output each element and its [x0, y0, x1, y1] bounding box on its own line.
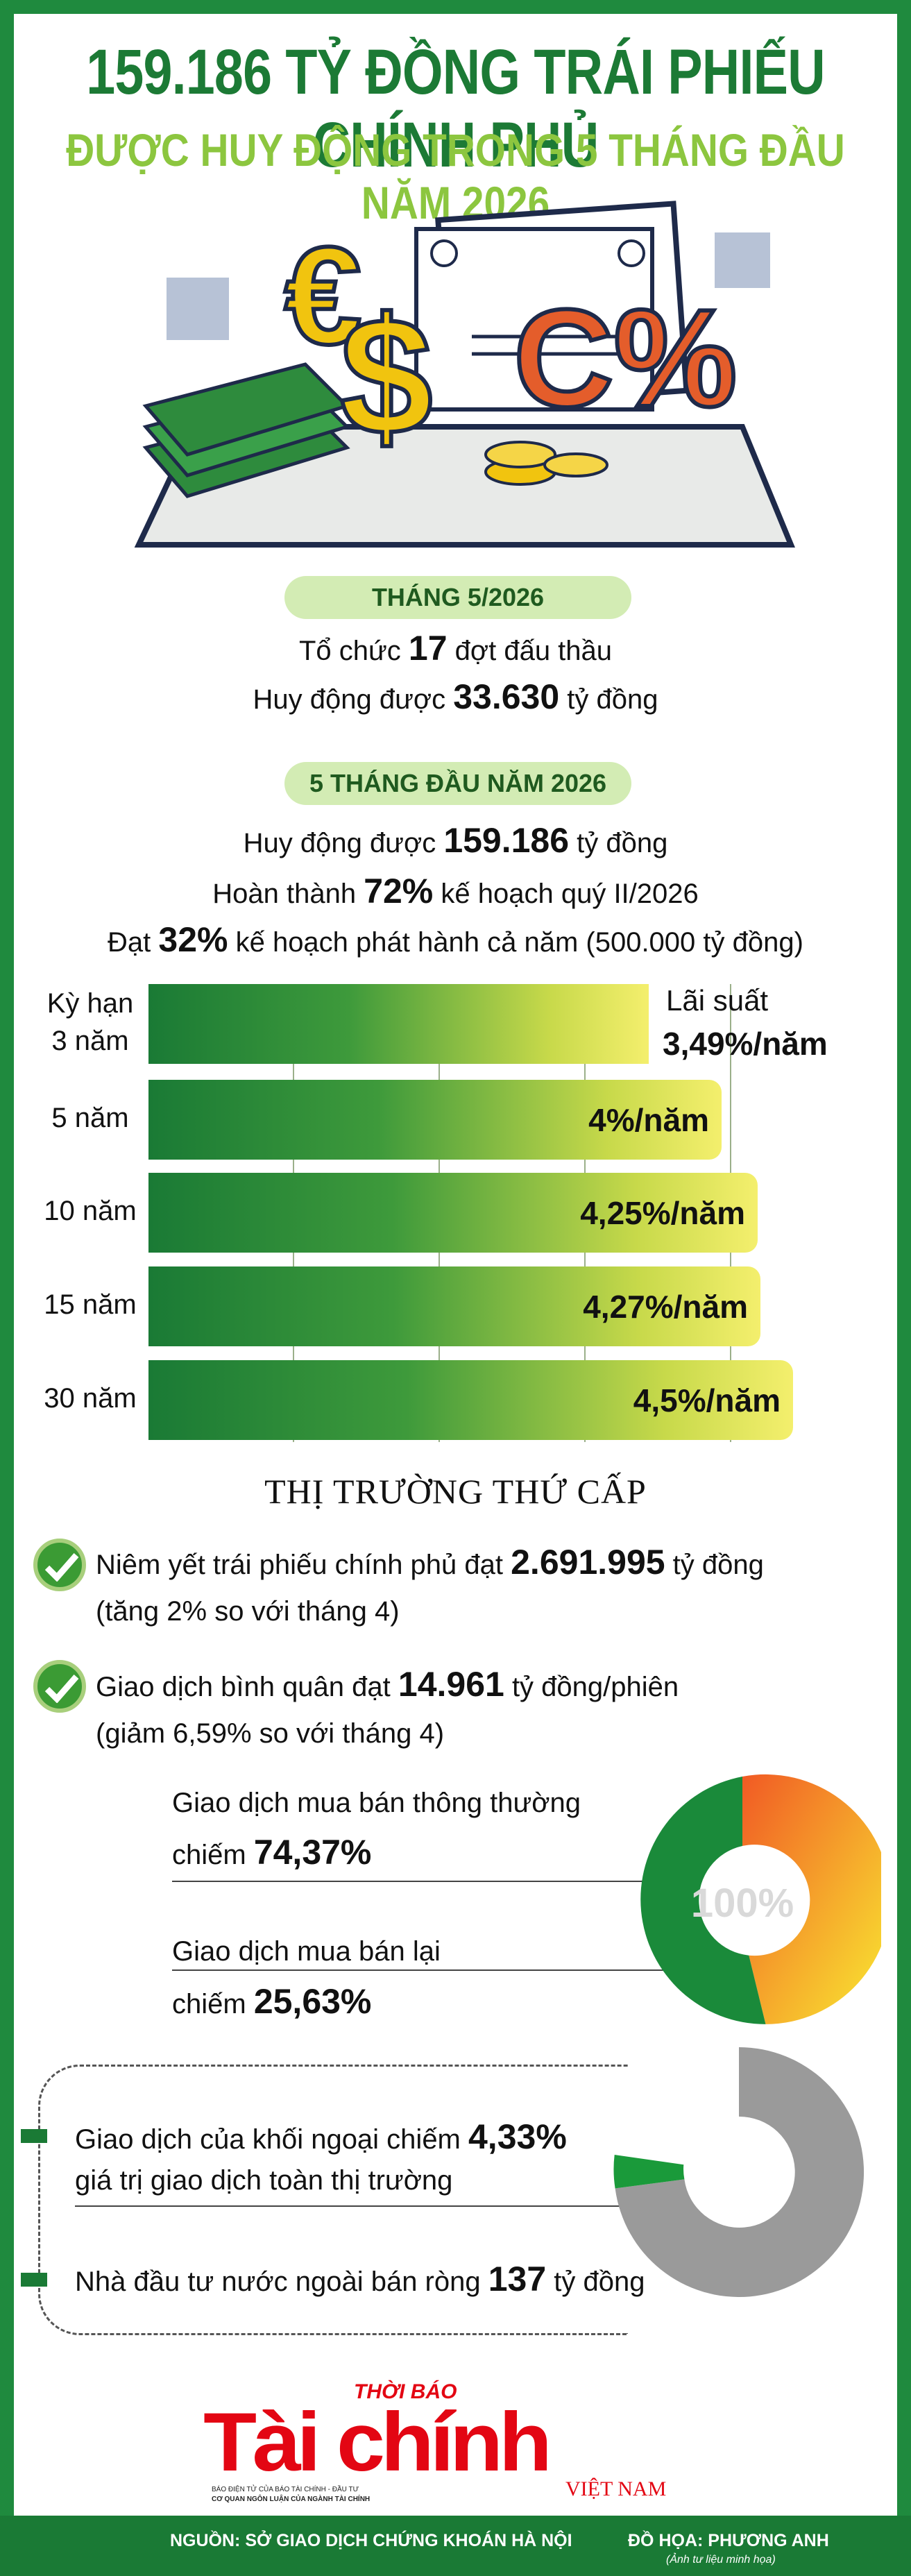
dollar-icon: $: [340, 283, 432, 469]
repo-label: Giao dịch mua bán lại: [172, 1936, 441, 1967]
month-pill: THÁNG 5/2026: [284, 576, 631, 619]
avg-trading: Giao dịch bình quân đạt 14.961 tỷ đồng/p…: [96, 1665, 679, 1704]
footer-note: (Ảnh tư liệu minh họa): [666, 2554, 776, 2566]
x-axis-label: Kỳ hạn: [46, 988, 134, 1019]
bar-value-label: 4%/năm: [588, 1101, 709, 1138]
bar-value-label: 4,25%/năm: [580, 1194, 745, 1231]
foreign-box: [38, 2065, 628, 2335]
foreign-share: Giao dịch của khối ngoại chiếm 4,33%: [75, 2117, 567, 2156]
legend-swatch: [21, 2129, 47, 2143]
foreign-share-note: giá trị giao dịch toàn thị trường: [75, 2165, 453, 2196]
check-icon: [33, 1539, 86, 1591]
ytd-year: Đạt 32% kế hoạch phát hành cả năm (500.0…: [108, 920, 803, 959]
bar: 4%/năm: [148, 1080, 722, 1160]
donut-center-label: 100%: [691, 1881, 794, 1926]
bar-value-label: 4,27%/năm: [583, 1288, 748, 1325]
category-label: 15 năm: [44, 1289, 137, 1320]
repo-share: chiếm 25,63%: [172, 1982, 372, 2021]
bar: 4,5%/năm: [148, 1360, 793, 1440]
trading-donut: 100%: [640, 1774, 881, 2024]
outright-share: chiếm 74,37%: [172, 1833, 372, 1872]
money-hand-icon: $: [703, 2135, 757, 2213]
money-stack-icon: [142, 362, 350, 498]
ytd-raised: Huy động được 159.186 tỷ đồng: [243, 821, 668, 860]
bar-value-label: 4,5%/năm: [633, 1382, 781, 1418]
category-label: 30 năm: [44, 1383, 137, 1414]
bar: 4,27%/năm: [148, 1266, 760, 1346]
ytd-quarter: Hoàn thành 72% kế hoạch quý II/2026: [212, 872, 699, 910]
section-title: THỊ TRƯỜNG THỨ CẤP: [264, 1472, 647, 1511]
footer-source: NGUỒN: SỞ GIAO DỊCH CHỨNG KHOÁN HÀ NỘI: [170, 2531, 572, 2550]
leader-line: [75, 2205, 630, 2207]
finance-illustration: € $ C%: [134, 201, 795, 548]
outright-label: Giao dịch mua bán thông thường: [172, 1788, 581, 1818]
document-icon: [414, 201, 690, 412]
category-label: 3 năm: [51, 1026, 129, 1056]
page-title: 159.186 TỶ ĐỒNG TRÁI PHIẾU CHÍNH PHỦ: [86, 37, 825, 180]
bar: 4,25%/năm: [148, 1173, 758, 1253]
check-icon: [33, 1660, 86, 1713]
foreign-net-sell: Nhà đầu tư nước ngoài bán ròng 137 tỷ đồ…: [75, 2260, 645, 2298]
category-label: 10 năm: [44, 1196, 137, 1226]
bar-value-label: 3,49%/năm: [663, 1026, 828, 1062]
foreign-donut: $: [613, 2047, 865, 2297]
y-axis-label: Lãi suất: [666, 984, 769, 1017]
leader-line: [172, 1969, 679, 1971]
category-label: 5 năm: [51, 1103, 129, 1133]
svg-text:$: $: [733, 2162, 745, 2185]
ytd-pill: 5 THÁNG ĐẦU NĂM 2026: [284, 762, 631, 805]
listed-change: (tăng 2% so với tháng 4): [96, 1596, 400, 1627]
listed-bonds: Niêm yết trái phiếu chính phủ đạt 2.691.…: [96, 1543, 764, 1582]
bar: 3,49%/năm: [148, 984, 828, 1064]
percent-icon: C%: [513, 281, 737, 436]
euro-icon: €: [284, 219, 361, 373]
coins-icon: [484, 441, 608, 486]
leader-line: [172, 1881, 644, 1882]
avg-trading-change: (giảm 6,59% so với tháng 4): [96, 1718, 445, 1749]
legend-swatch: [21, 2273, 47, 2287]
footer: NGUỒN: SỞ GIAO DỊCH CHỨNG KHOÁN HÀ NỘI Đ…: [0, 2516, 911, 2576]
footer-design: ĐỒ HỌA: PHƯƠNG ANH: [628, 2531, 829, 2550]
page-subtitle: ĐƯỢC HUY ĐỘNG TRONG 5 THÁNG ĐẦU NĂM 2026: [66, 124, 845, 228]
month-raised: Huy động được 33.630 tỷ đồng: [253, 677, 658, 716]
month-bids: Tổ chức 17 đợt đấu thầu: [298, 629, 613, 668]
publication-logo: THỜI BÁO Tài chính VIỆT NAM BÁO ĐIỆN TỬ …: [203, 2380, 667, 2503]
